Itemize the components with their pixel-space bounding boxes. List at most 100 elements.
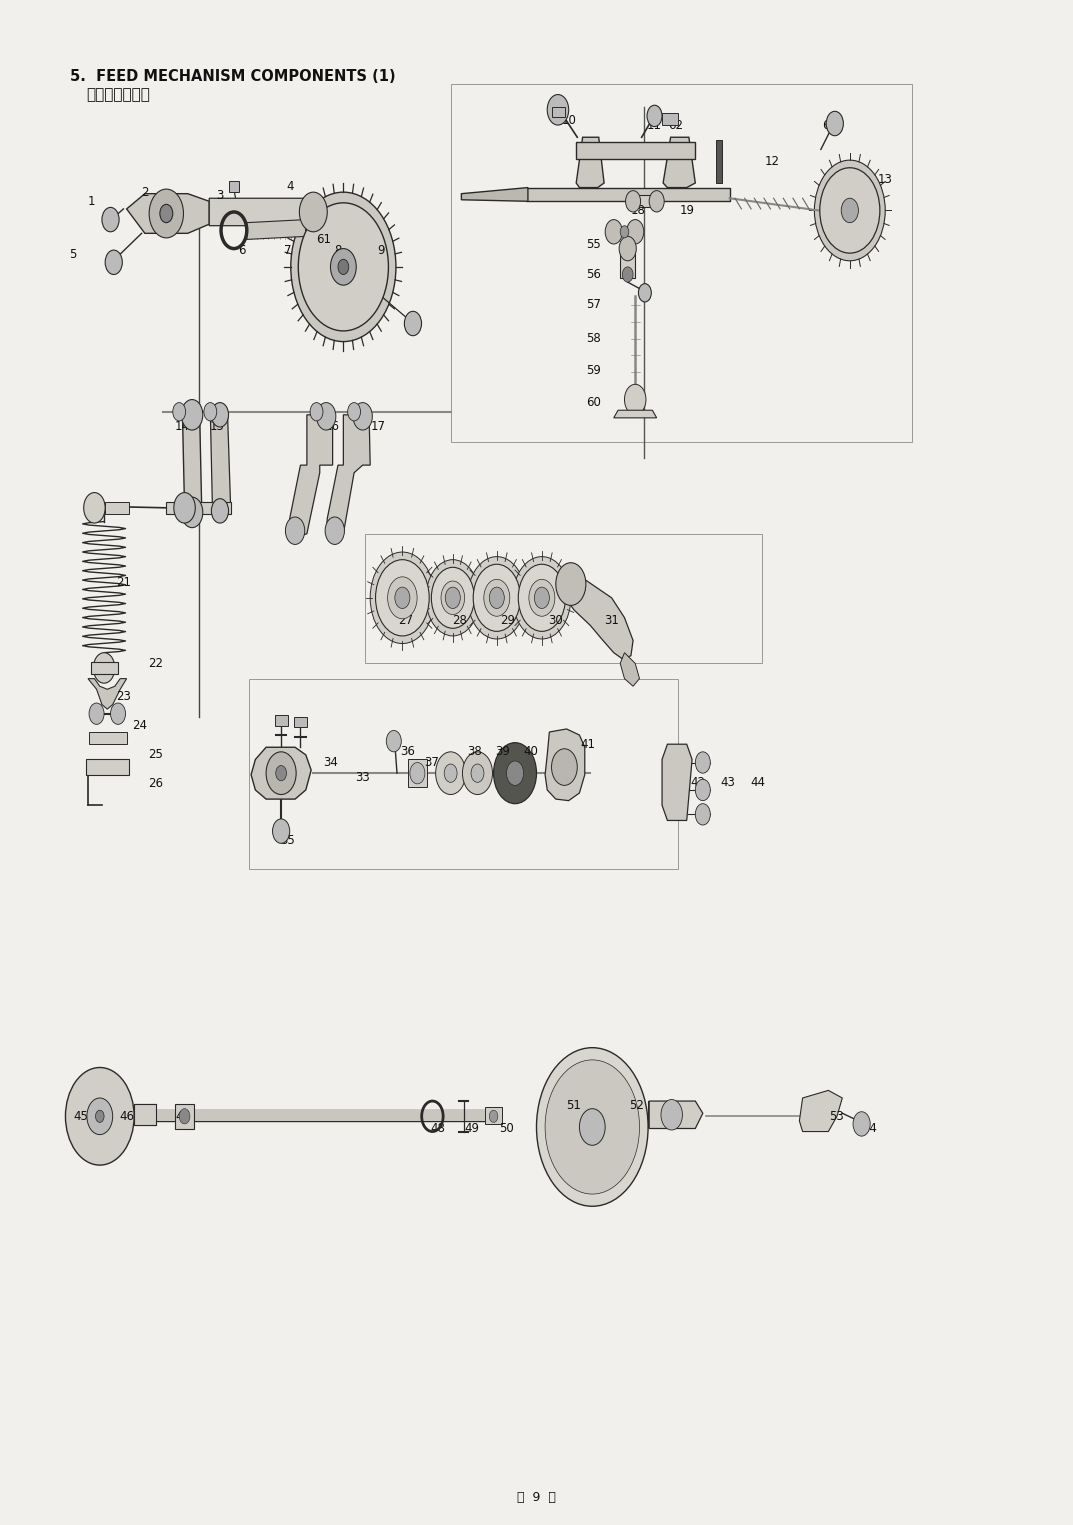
Text: 34: 34 <box>323 756 338 769</box>
Bar <box>86 759 129 775</box>
Circle shape <box>695 804 710 825</box>
Circle shape <box>273 819 290 843</box>
Bar <box>552 107 565 117</box>
Circle shape <box>386 730 401 752</box>
Text: 送り関係（１）: 送り関係（１） <box>86 87 150 102</box>
Bar <box>662 113 678 125</box>
Circle shape <box>545 1060 640 1194</box>
Text: 13: 13 <box>878 174 893 186</box>
Polygon shape <box>649 1101 703 1128</box>
Circle shape <box>276 766 286 781</box>
Circle shape <box>181 400 203 430</box>
Text: 51: 51 <box>567 1100 582 1112</box>
Circle shape <box>552 749 577 785</box>
Text: 5: 5 <box>70 249 76 261</box>
Bar <box>134 1104 156 1125</box>
Text: 18: 18 <box>631 204 646 217</box>
Polygon shape <box>799 1090 842 1132</box>
Bar <box>294 717 307 727</box>
Circle shape <box>102 207 119 232</box>
Circle shape <box>534 587 549 608</box>
Circle shape <box>853 1112 870 1136</box>
Circle shape <box>376 560 429 636</box>
Circle shape <box>160 204 173 223</box>
Circle shape <box>87 1098 113 1135</box>
Circle shape <box>547 95 569 125</box>
Polygon shape <box>326 415 370 537</box>
Text: 22: 22 <box>148 657 163 669</box>
Text: 1: 1 <box>88 195 94 207</box>
Circle shape <box>266 752 296 795</box>
Polygon shape <box>127 194 209 233</box>
Circle shape <box>619 236 636 261</box>
Circle shape <box>605 220 622 244</box>
Circle shape <box>204 403 217 421</box>
Circle shape <box>291 192 396 342</box>
Text: 3: 3 <box>217 189 223 201</box>
Circle shape <box>826 111 843 136</box>
Circle shape <box>841 198 858 223</box>
Text: 53: 53 <box>829 1110 844 1122</box>
Circle shape <box>173 403 186 421</box>
Bar <box>451 84 912 442</box>
Circle shape <box>444 764 457 782</box>
Polygon shape <box>209 198 320 226</box>
Polygon shape <box>247 220 306 239</box>
Text: 15: 15 <box>209 421 224 433</box>
Circle shape <box>624 384 646 415</box>
Circle shape <box>445 587 460 608</box>
Circle shape <box>330 249 356 285</box>
Bar <box>175 1104 194 1128</box>
Circle shape <box>89 703 104 724</box>
Polygon shape <box>485 1107 502 1124</box>
Text: 31: 31 <box>604 615 619 627</box>
Text: 33: 33 <box>355 772 370 784</box>
Text: 43: 43 <box>720 776 735 788</box>
Circle shape <box>820 168 880 253</box>
Polygon shape <box>251 747 311 799</box>
Text: 60: 60 <box>586 396 601 409</box>
Text: 40: 40 <box>524 746 539 758</box>
Circle shape <box>622 267 633 282</box>
Circle shape <box>149 189 183 238</box>
Text: 48: 48 <box>430 1122 445 1135</box>
Text: 45: 45 <box>73 1110 88 1122</box>
Polygon shape <box>290 415 333 537</box>
Polygon shape <box>663 137 695 188</box>
Circle shape <box>426 560 480 636</box>
Text: 59: 59 <box>586 364 601 377</box>
Text: 36: 36 <box>400 746 415 758</box>
Text: 57: 57 <box>586 299 601 311</box>
Text: 16: 16 <box>325 421 340 433</box>
Circle shape <box>695 752 710 773</box>
Text: 29: 29 <box>500 615 515 627</box>
Circle shape <box>395 587 410 608</box>
Text: 14: 14 <box>175 421 190 433</box>
Polygon shape <box>576 137 604 188</box>
Text: 49: 49 <box>465 1122 480 1135</box>
Text: 35: 35 <box>280 834 295 846</box>
Circle shape <box>111 703 126 724</box>
Circle shape <box>518 564 565 631</box>
Circle shape <box>814 160 885 261</box>
Polygon shape <box>127 1110 499 1121</box>
Bar <box>166 502 231 514</box>
Text: 28: 28 <box>452 615 467 627</box>
Text: 8: 8 <box>335 244 341 256</box>
Text: 11: 11 <box>647 119 662 131</box>
Circle shape <box>441 581 465 615</box>
Polygon shape <box>620 653 640 686</box>
Circle shape <box>473 564 520 631</box>
Polygon shape <box>545 729 585 801</box>
Text: 44: 44 <box>750 776 765 788</box>
Text: 24: 24 <box>132 720 147 732</box>
Bar <box>365 534 762 663</box>
Polygon shape <box>563 572 633 659</box>
Text: －  9  －: － 9 － <box>517 1491 556 1504</box>
Polygon shape <box>210 412 231 515</box>
Text: 30: 30 <box>548 615 563 627</box>
Circle shape <box>661 1100 682 1130</box>
Circle shape <box>513 557 571 639</box>
Circle shape <box>468 557 526 639</box>
Text: 6: 6 <box>238 244 245 256</box>
